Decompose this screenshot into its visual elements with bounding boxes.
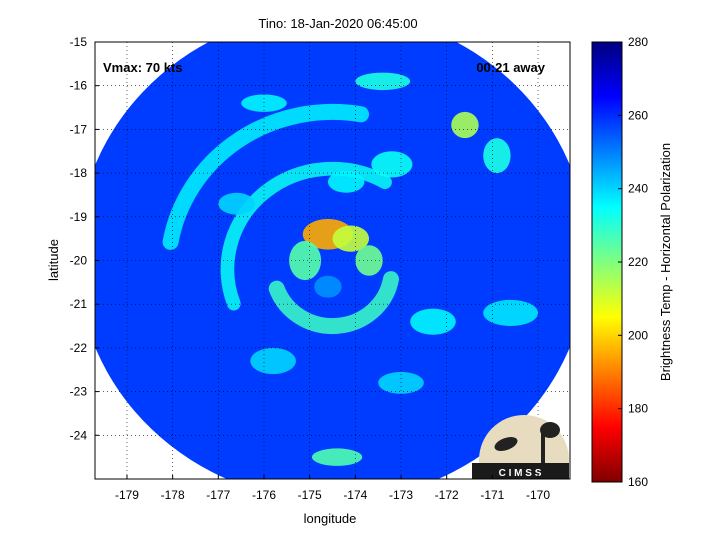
x-tick-label: -175 bbox=[298, 488, 322, 502]
grid-lines bbox=[95, 42, 570, 479]
y-tick-label: -16 bbox=[70, 79, 88, 93]
x-tick-label: -176 bbox=[252, 488, 276, 502]
rain-band-0 bbox=[268, 271, 399, 335]
tb-feature-8 bbox=[451, 111, 479, 139]
tb-feature-4 bbox=[332, 225, 370, 252]
tb-feature-11 bbox=[371, 151, 413, 178]
vmax-annotation: Vmax: 70 kts bbox=[103, 60, 183, 75]
chart-title: Tino: 18-Jan-2020 06:45:00 bbox=[258, 16, 417, 31]
colorbar-tick-label: 240 bbox=[628, 182, 648, 196]
x-axis-ticks: -179 -178 -177 -176 -175 -174 -173 -172 -171 -170 bbox=[115, 475, 550, 502]
logo-text: C I M S S bbox=[499, 468, 542, 479]
tb-feature-17 bbox=[218, 192, 255, 215]
tb-feature-5 bbox=[289, 240, 322, 281]
x-tick-label: -172 bbox=[435, 488, 459, 502]
logo-banner bbox=[472, 463, 569, 479]
y-axis-label: latitude bbox=[46, 239, 61, 281]
tb-feature-9 bbox=[355, 72, 411, 91]
colorbar-tick-label: 160 bbox=[628, 475, 648, 489]
tb-feature-14 bbox=[483, 299, 539, 327]
colorbar-tick-label: 260 bbox=[628, 108, 648, 122]
tb-feature-12 bbox=[327, 170, 365, 193]
colorbar-tick-label: 220 bbox=[628, 255, 648, 269]
tb-feature-6 bbox=[355, 245, 383, 276]
colorbar-tick-label: 280 bbox=[628, 35, 648, 49]
tb-feature-19 bbox=[250, 347, 296, 375]
tb-feature-7 bbox=[314, 275, 342, 298]
y-tick-label: -24 bbox=[70, 428, 88, 442]
logo-tank bbox=[540, 422, 560, 438]
time-away-annotation: 00:21 away bbox=[476, 60, 545, 75]
x-tick-label: -171 bbox=[480, 488, 504, 502]
brightness-temperature-field bbox=[95, 42, 570, 479]
colorbar-tick-label: 200 bbox=[628, 328, 648, 342]
y-tick-label: -15 bbox=[70, 35, 88, 49]
rain-band-2 bbox=[162, 103, 370, 250]
x-axis-label: longitude bbox=[304, 511, 357, 526]
x-tick-label: -173 bbox=[389, 488, 413, 502]
logo-dish bbox=[494, 437, 518, 451]
colorbar-tick-label: 180 bbox=[628, 402, 648, 416]
colorbar bbox=[591, 41, 623, 483]
tb-feature-16 bbox=[311, 448, 363, 466]
tb-feature-10 bbox=[483, 138, 511, 174]
y-tick-label: -20 bbox=[70, 254, 88, 268]
y-axis-ticks: -15 -16 -17 -18 -19 -20 -21 -22 -23 -24 bbox=[70, 35, 99, 442]
x-tick-label: -177 bbox=[206, 488, 230, 502]
y-tick-label: -18 bbox=[70, 166, 88, 180]
x-tick-label: -178 bbox=[161, 488, 185, 502]
y-tick-label: -22 bbox=[70, 341, 88, 355]
x-tick-label: -174 bbox=[343, 488, 367, 502]
x-tick-label: -179 bbox=[115, 488, 139, 502]
y-tick-label: -19 bbox=[70, 210, 88, 224]
colorbar-label: Brightness Temp - Horizontal Polarizatio… bbox=[658, 143, 673, 381]
logo-tower bbox=[541, 432, 545, 472]
tb-feature-13 bbox=[410, 308, 456, 335]
x-tick-label: -170 bbox=[526, 488, 550, 502]
rain-band-1 bbox=[220, 161, 392, 311]
y-tick-label: -21 bbox=[70, 297, 88, 311]
colorbar-ticks: 160 180 200 220 240 260 280 bbox=[618, 35, 648, 489]
cimss-logo: C I M S S bbox=[472, 415, 569, 479]
y-tick-label: -23 bbox=[70, 385, 88, 399]
y-tick-label: -17 bbox=[70, 122, 88, 136]
tb-feature-18 bbox=[241, 94, 287, 112]
